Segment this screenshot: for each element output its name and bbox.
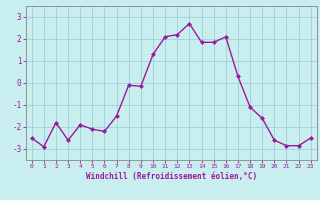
X-axis label: Windchill (Refroidissement éolien,°C): Windchill (Refroidissement éolien,°C)	[86, 172, 257, 181]
